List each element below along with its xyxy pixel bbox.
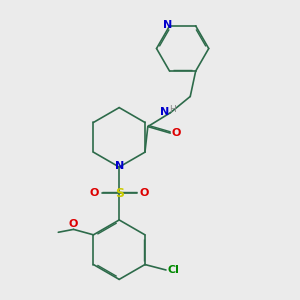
Text: O: O bbox=[68, 219, 77, 229]
Text: N: N bbox=[160, 107, 170, 117]
Text: S: S bbox=[115, 187, 124, 200]
Text: N: N bbox=[163, 20, 172, 30]
Text: N: N bbox=[115, 161, 124, 171]
Text: O: O bbox=[172, 128, 181, 138]
Text: O: O bbox=[90, 188, 99, 198]
Text: Cl: Cl bbox=[168, 265, 180, 275]
Text: O: O bbox=[139, 188, 148, 198]
Text: H: H bbox=[169, 105, 176, 114]
